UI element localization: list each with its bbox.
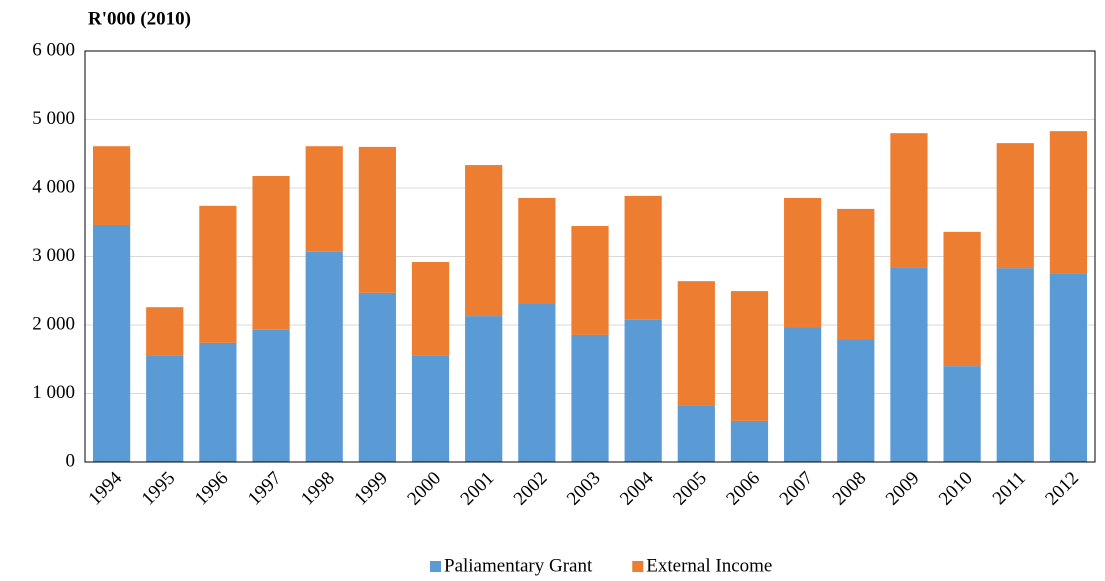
bar-segment [1049,131,1088,274]
bar-segment [146,307,184,356]
bar-segment [837,208,875,340]
x-tick-label: 2011 [989,468,1030,509]
x-tick-label: 2005 [669,468,711,510]
bar-segment [890,133,928,268]
bar-segment [518,303,556,462]
bar-segment [146,355,184,462]
bar-segment [518,197,556,304]
y-tick-label: 2 000 [32,313,75,334]
legend-label: Paliamentary Grant [444,555,593,576]
x-tick-label: 2008 [829,468,871,510]
y-tick-label: 5 000 [32,108,75,129]
bar-segment [730,291,769,421]
bar-segment [252,329,290,462]
x-tick-label: 2000 [403,468,445,510]
bar-segment [784,327,822,462]
y-tick-label: 4 000 [32,176,75,197]
x-tick-label: 2003 [563,468,605,510]
bar-segment [252,176,290,330]
y-tick-label: 0 [66,450,76,471]
bar-segment [465,316,503,462]
bar-segment [199,205,237,343]
bar-segment [677,405,715,462]
x-tick-label: 1995 [138,468,180,510]
bar-segment [305,146,343,252]
bar-segment [571,334,609,462]
bar-segment [411,355,450,462]
bar-segment [890,267,928,462]
bar-segment [92,146,131,225]
x-tick-label: 2010 [935,468,977,510]
legend-label: External Income [646,555,772,576]
x-tick-label: 2006 [722,468,764,510]
bar-segment [784,197,822,328]
bar-segment [943,366,981,462]
bar-segment [465,165,503,317]
x-tick-label: 2012 [1041,468,1083,510]
x-tick-label: 2009 [882,468,924,510]
y-tick-label: 6 000 [32,39,75,60]
bar-segment [624,319,662,462]
x-tick-label: 1998 [297,468,339,510]
x-tick-label: 2001 [457,468,499,510]
x-tick-label: 1999 [350,468,392,510]
x-tick-label: 1994 [84,467,126,509]
x-tick-label: 2002 [510,468,552,510]
bar-segment [624,195,662,320]
bar-segment [358,292,396,462]
bar-segment [358,146,396,293]
y-tick-label: 1 000 [32,382,75,403]
plot-frame [84,50,1096,463]
bar-segment [996,268,1034,462]
x-tick-label: 1996 [191,468,233,510]
y-tick-label: 3 000 [32,245,75,266]
x-tick-label: 1997 [244,468,286,510]
chart-title: R'000 (2010) [88,8,191,29]
bar-segment [996,143,1034,269]
legend-swatch [632,561,644,572]
bar-segment [571,226,609,335]
bar-segment [943,231,981,367]
legend-swatch [430,561,441,572]
bar-segment [1049,273,1088,462]
bar-segment [305,251,343,462]
bar-segment [677,281,715,406]
bar-segment [730,420,769,462]
bar-segment [92,224,131,462]
x-tick-label: 2004 [616,467,658,509]
x-tick-label: 2007 [776,468,818,510]
bar-segment [199,342,237,462]
bar-segment [411,261,450,356]
bar-segment [837,339,875,462]
